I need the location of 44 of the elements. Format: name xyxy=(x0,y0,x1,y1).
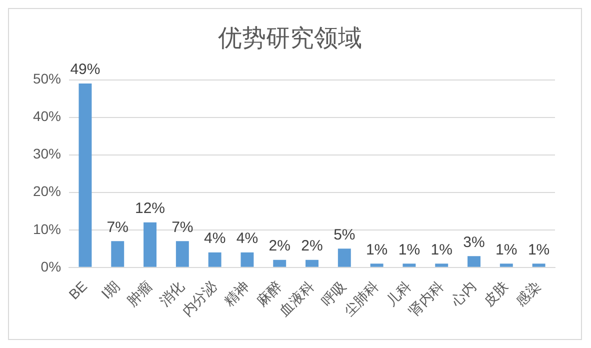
data-label: 1% xyxy=(496,241,518,258)
bar xyxy=(240,252,254,267)
data-label: 1% xyxy=(398,241,420,258)
bar xyxy=(273,260,286,267)
data-label: 1% xyxy=(528,241,550,258)
bar xyxy=(306,260,318,267)
bar xyxy=(370,264,384,267)
y-tick-label: 30% xyxy=(32,146,62,162)
bar xyxy=(500,264,513,267)
data-label: 2% xyxy=(268,238,290,255)
bar xyxy=(144,222,156,267)
bar xyxy=(435,264,448,267)
chart-title: 优势研究领域 xyxy=(218,25,362,52)
bar xyxy=(176,241,189,267)
y-tick-label: 40% xyxy=(32,108,62,124)
y-tick-label: 0% xyxy=(40,258,62,274)
x-tick-label: BE xyxy=(66,278,90,302)
bar xyxy=(208,252,222,267)
x-tick-label: 肿瘤 xyxy=(124,278,155,310)
data-label: 2% xyxy=(301,238,323,255)
bar xyxy=(402,264,416,267)
x-tick-label: Ⅰ期 xyxy=(98,278,122,302)
bar xyxy=(532,264,546,267)
data-label: 1% xyxy=(366,241,388,258)
data-label: 4% xyxy=(204,230,226,248)
data-label: 7% xyxy=(106,218,128,236)
data-label: 3% xyxy=(463,234,485,251)
bar xyxy=(338,248,351,267)
x-tick-label: 皮肤 xyxy=(480,278,512,310)
x-tick-label: 精神 xyxy=(220,278,252,310)
data-label: 5% xyxy=(334,226,356,244)
bar xyxy=(78,84,92,267)
data-label: 12% xyxy=(135,200,166,218)
y-tick-label: 50% xyxy=(32,70,62,87)
y-tick-label: 10% xyxy=(32,220,62,237)
data-label: 4% xyxy=(236,230,258,248)
data-label: 49% xyxy=(70,61,100,78)
x-tick-label: 心内 xyxy=(447,278,479,310)
bar xyxy=(111,241,124,267)
y-tick-label: 20% xyxy=(32,183,62,200)
data-label: 7% xyxy=(172,218,194,236)
data-label: 1% xyxy=(430,241,452,258)
bar xyxy=(468,256,480,267)
x-tick-label: 感染 xyxy=(512,278,544,310)
